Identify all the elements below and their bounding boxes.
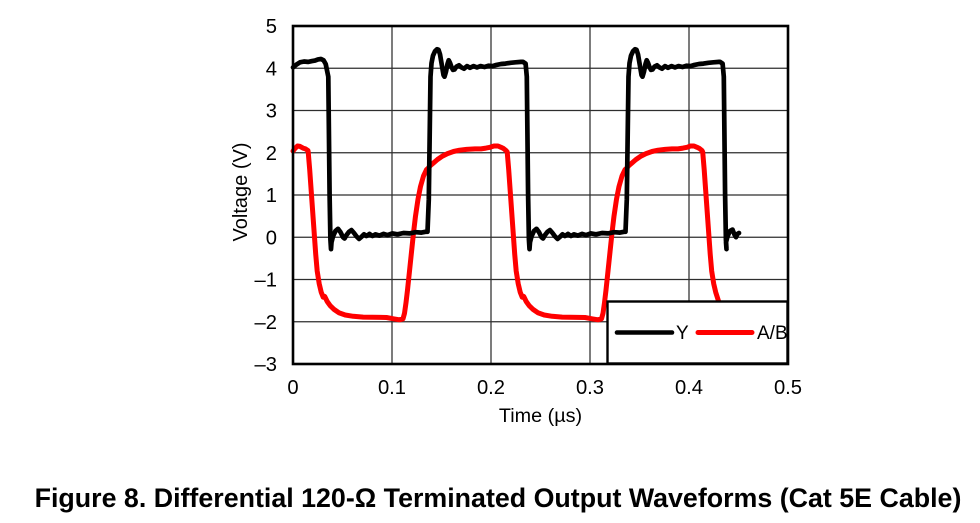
svg-text:0.5: 0.5 [774, 377, 802, 399]
svg-text:–1: –1 [255, 270, 277, 292]
svg-text:4: 4 [266, 58, 277, 80]
svg-text:0.3: 0.3 [576, 377, 604, 399]
svg-text:Figure 8. Differential 120-Ω T: Figure 8. Differential 120-Ω Terminated … [35, 483, 962, 513]
svg-text:Time (µs): Time (µs) [499, 405, 582, 427]
svg-text:0: 0 [266, 227, 277, 249]
svg-text:0.1: 0.1 [378, 377, 406, 399]
svg-text:2: 2 [266, 143, 277, 165]
svg-text:0.4: 0.4 [675, 377, 703, 399]
svg-text:3: 3 [266, 101, 277, 123]
svg-text:–2: –2 [255, 312, 277, 334]
svg-text:5: 5 [266, 16, 277, 38]
svg-text:0.2: 0.2 [477, 377, 505, 399]
svg-text:0: 0 [287, 377, 298, 399]
svg-text:A/B: A/B [757, 323, 788, 344]
svg-text:1: 1 [266, 185, 277, 207]
svg-text:–3: –3 [255, 354, 277, 376]
svg-text:Voltage (V): Voltage (V) [230, 143, 252, 242]
svg-text:Y: Y [676, 323, 689, 344]
